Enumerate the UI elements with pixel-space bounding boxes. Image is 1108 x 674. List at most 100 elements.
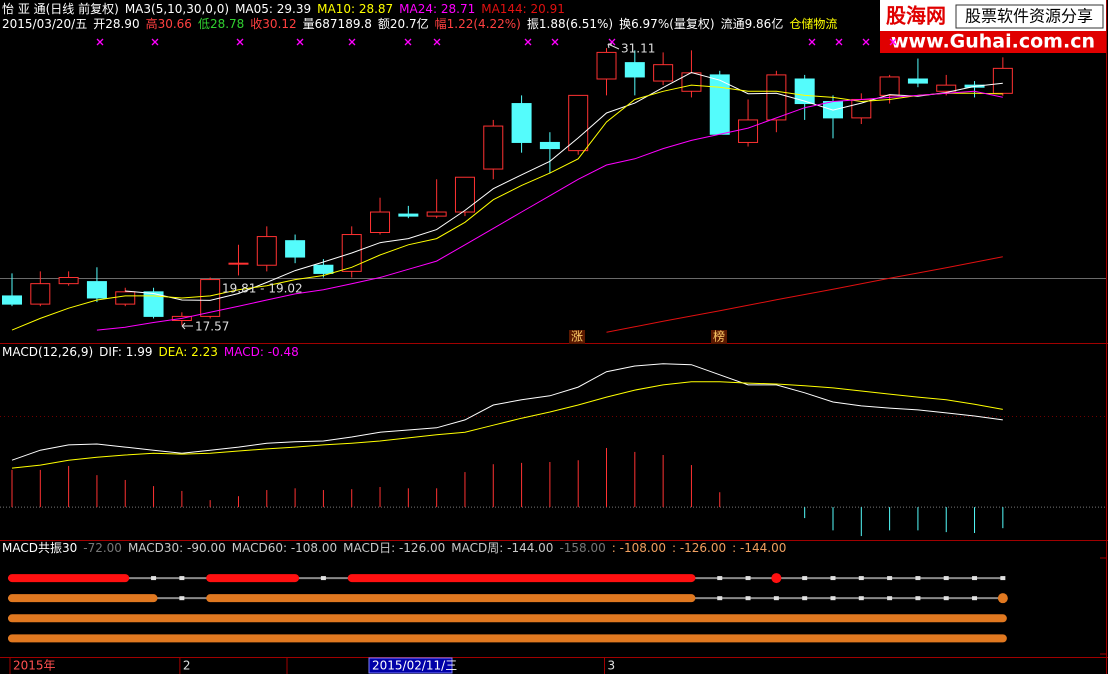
legend-entry: 开28.90 [93, 17, 139, 31]
inactive-marker [773, 596, 779, 601]
x-tick-label: 3 [608, 659, 616, 673]
candle-body [624, 62, 645, 78]
inactive-marker [915, 576, 921, 581]
annotation-arrow [607, 43, 620, 50]
candle-body [794, 78, 815, 105]
candle-body [936, 84, 957, 92]
inactive-marker [943, 596, 949, 601]
macd-line [11, 381, 1003, 469]
candle-body [285, 240, 306, 258]
legend-entry: 怡 亚 通(日线 前复权) [2, 1, 119, 16]
legend-entry: MA10: 28.87 [317, 2, 393, 16]
signal-marker [889, 38, 897, 46]
legend-entry: MA05: 29.39 [235, 2, 311, 16]
candle-body [851, 98, 872, 119]
inactive-marker [802, 596, 808, 601]
candle-body [992, 67, 1013, 94]
legend-entry: : -108.00 [612, 541, 666, 555]
inactive-marker [717, 576, 723, 581]
inactive-marker [320, 576, 326, 581]
inactive-marker [972, 576, 978, 581]
legend-entry: DIF: 1.99 [99, 345, 152, 359]
legend-entry: 高30.66 [146, 16, 192, 31]
signal-marker [296, 38, 304, 46]
legend-entry: 额20.7亿 [378, 16, 429, 31]
legend: MACD(12,26,9) DIF: 1.99 DEA: 2.23 MACD: -0.… [2, 345, 299, 359]
legend-entry: MA144: 20.91 [481, 2, 565, 16]
candle-body [907, 78, 928, 84]
candle-body [511, 103, 532, 143]
candle-body [539, 141, 560, 150]
watermark-band [880, 31, 1106, 53]
candle-body [58, 277, 79, 285]
inactive-marker [830, 576, 836, 581]
legend-entry: 量687189.8 [303, 17, 372, 31]
watermark-slogan: 股票软件资源分享 [965, 7, 1093, 26]
signal-marker [524, 38, 532, 46]
watermark-box [955, 4, 1104, 29]
macd-line [11, 363, 1003, 461]
row-dot [771, 573, 782, 584]
legend-entry: 仓储物流 [789, 16, 837, 31]
legend-entry: : -144.00 [732, 541, 786, 555]
candle-body [879, 76, 900, 96]
legend-entry: 低28.78 [198, 17, 244, 31]
candle-body [426, 211, 447, 217]
inactive-marker [1000, 576, 1006, 581]
legend-entry: 2015/03/20/五 [2, 17, 87, 31]
legend-entry: MACD周: -144.00 [451, 541, 553, 555]
candle-body [370, 211, 391, 233]
tag-label: 涨 [571, 329, 583, 344]
signal-marker [348, 38, 356, 46]
cursor-box [368, 657, 453, 674]
signal-marker [433, 38, 441, 46]
inactive-marker [830, 596, 836, 601]
candle-body [143, 291, 164, 317]
legend-entry: -72.00 [83, 541, 122, 555]
legend-entry: MA24: 28.71 [399, 2, 475, 16]
signal-marker [96, 38, 104, 46]
ma-line [11, 84, 1003, 331]
annotation-arrow [181, 322, 193, 330]
price-annotation: 19.81 - 19.02 [222, 282, 303, 296]
price-annotation: 31.11 [621, 42, 655, 56]
legend-entry: MACD: -0.48 [224, 345, 299, 359]
candle-body [228, 262, 249, 265]
candle-body [86, 281, 107, 299]
inactive-marker [745, 576, 751, 581]
legend: 2015/03/20/五 开28.90 高30.66 低28.78 收30.12 量687… [2, 16, 837, 31]
signal-marker [862, 38, 870, 46]
inactive-marker [858, 596, 864, 601]
tag-label: 榜 [713, 329, 725, 344]
cursor-date: 2015/02/11/三 [372, 659, 457, 673]
candle-body [454, 176, 475, 213]
inactive-marker [179, 576, 185, 581]
candle-body [313, 264, 334, 274]
candle-body [398, 213, 419, 217]
inactive-marker [179, 596, 185, 601]
watermark-site: 股海网 [886, 4, 946, 28]
inactive-marker [887, 596, 893, 601]
x-tick-label: 2 [183, 659, 191, 673]
x-tick-label: 2015年 [13, 659, 56, 673]
legend-entry: : -126.00 [672, 541, 726, 555]
signal-marker [236, 38, 244, 46]
legend-entry: MACD共振30 [2, 541, 77, 555]
legend-entry: 换6.97%(量复权) [619, 17, 715, 31]
ma-line [125, 71, 1003, 301]
legend-entry: MA3(5,10,30,0,0) [125, 2, 229, 16]
ma-line [96, 90, 1003, 331]
candle-body [766, 74, 787, 121]
candle-body [115, 291, 136, 305]
inactive-marker [915, 596, 921, 601]
candle-body [30, 283, 51, 305]
inactive-marker [745, 596, 751, 601]
legend-entry: MACD日: -126.00 [343, 541, 445, 555]
watermark: 股海网 股票软件资源分享 www.Guhai.com.cn [880, 0, 1106, 53]
signal-marker [835, 38, 843, 46]
ma-line [606, 256, 1003, 333]
watermark-url: www.Guhai.com.cn [891, 31, 1095, 53]
legend: 怡 亚 通(日线 前复权) MA3(5,10,30,0,0) MA05: 29.39… [2, 1, 565, 16]
